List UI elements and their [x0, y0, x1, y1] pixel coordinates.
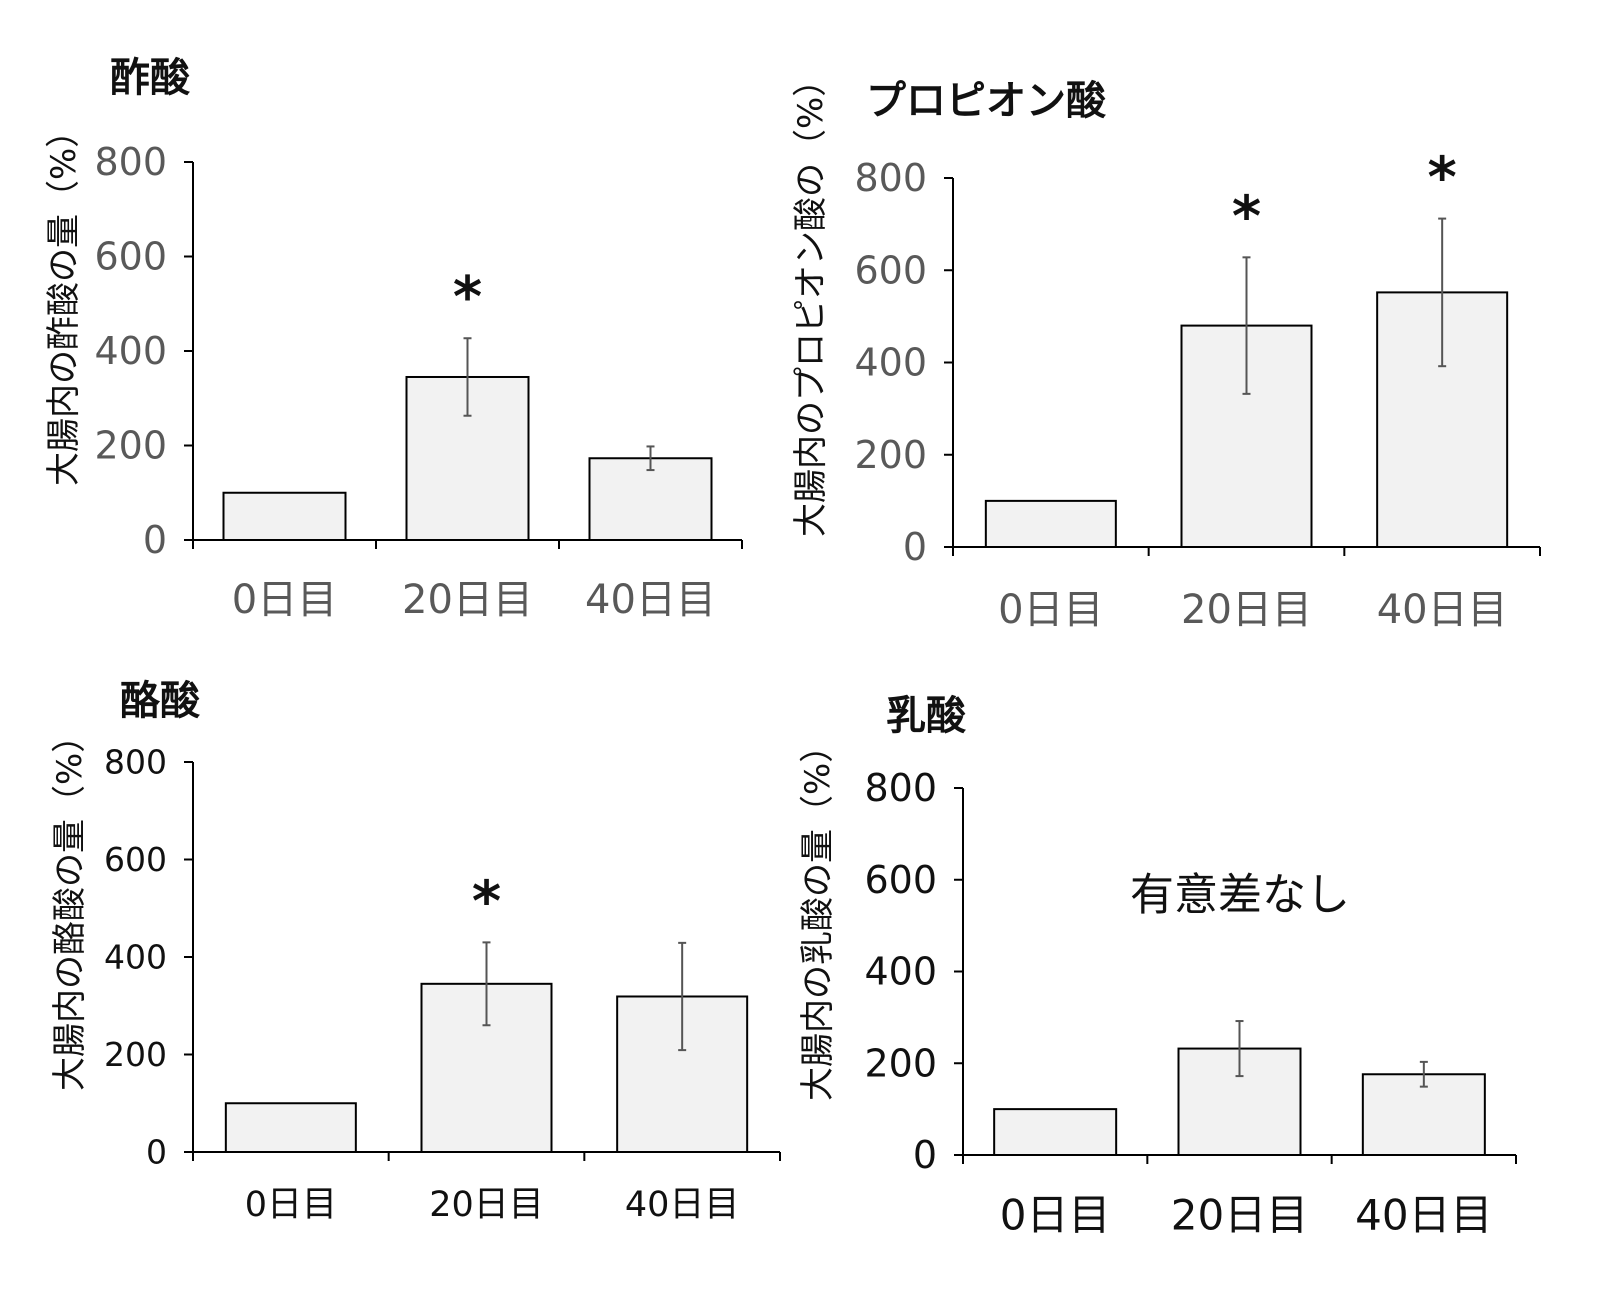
bar [222, 491, 347, 541]
y-tick-label: 600 [854, 248, 927, 292]
x-tick-label: 40日目 [585, 577, 716, 623]
y-tick-label: 800 [864, 766, 937, 810]
x-tick-label: 20日目 [1171, 1191, 1308, 1240]
x-tick-label: 0日目 [1000, 1191, 1111, 1240]
y-tick-label: 800 [104, 743, 167, 782]
y-tick-label: 400 [94, 329, 167, 373]
bar [993, 1108, 1118, 1156]
y-tick-label: 200 [104, 1035, 167, 1074]
bar [984, 499, 1117, 548]
y-tick-label: 200 [94, 424, 167, 468]
significance-marker: * [472, 869, 501, 934]
y-tick-label: 0 [146, 1133, 167, 1172]
x-tick-label: 20日目 [429, 1185, 544, 1225]
chart-title: 酪酸 [120, 678, 200, 724]
chart-title: 乳酸 [886, 693, 966, 739]
chart-title: プロピオン酸 [866, 78, 1106, 124]
y-tick-label: 800 [854, 156, 927, 200]
y-tick-label: 0 [143, 518, 167, 562]
y-tick-label: 0 [903, 525, 927, 569]
bar [224, 1102, 357, 1153]
x-tick-label: 0日目 [998, 587, 1103, 633]
x-tick-label: 0日目 [232, 577, 337, 623]
y-tick-label: 400 [864, 950, 937, 994]
x-tick-label: 0日目 [245, 1185, 337, 1225]
x-tick-label: 20日目 [1181, 587, 1312, 633]
y-tick-label: 200 [854, 433, 927, 477]
x-tick-label: 40日目 [1377, 587, 1508, 633]
y-tick-label: 200 [864, 1041, 937, 1085]
y-tick-label: 800 [94, 140, 167, 184]
y-tick-label: 0 [913, 1133, 937, 1177]
significance-marker: * [1232, 184, 1261, 249]
y-tick-label: 600 [864, 858, 937, 902]
y-tick-label: 600 [104, 840, 167, 879]
x-tick-label: 20日目 [402, 577, 533, 623]
y-tick-label: 400 [104, 938, 167, 977]
chart-title: 酢酸 [110, 55, 190, 101]
significance-marker: * [1428, 146, 1457, 211]
significance-marker: * [453, 265, 482, 330]
bar [1361, 1073, 1486, 1157]
annotation-note: 有意差なし [1130, 870, 1350, 921]
x-tick-label: 40日目 [1355, 1191, 1492, 1240]
bar [588, 457, 713, 542]
y-tick-label: 600 [94, 235, 167, 279]
y-tick-label: 400 [854, 341, 927, 385]
x-tick-label: 40日目 [625, 1185, 740, 1225]
bar [420, 982, 553, 1153]
